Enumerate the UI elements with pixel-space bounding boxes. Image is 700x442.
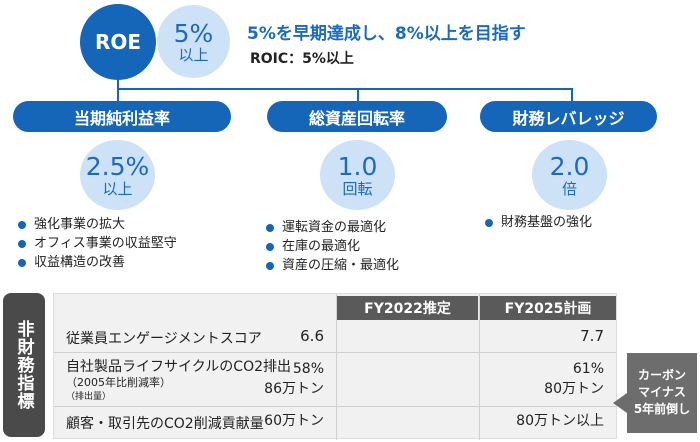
divider bbox=[336, 294, 337, 440]
pillar-net-margin: 当期純利益率 bbox=[13, 101, 231, 132]
header-fy2022: FY2022推定 bbox=[337, 296, 478, 320]
non-financial-label: 非財務指標 bbox=[3, 293, 45, 437]
row-value: 80万トン以上 bbox=[516, 413, 604, 429]
roe-target-suffix: 以上 bbox=[178, 46, 209, 64]
row-value: 80万トン bbox=[544, 381, 604, 397]
row-label: 顧客・取引先のCO2削減貢献量 bbox=[66, 416, 264, 432]
header-fy2025: FY2025計画 bbox=[480, 296, 616, 320]
target-unit: 以上 bbox=[102, 179, 133, 198]
connector-line bbox=[117, 88, 573, 90]
row-label: 従業員エンゲージメントスコア bbox=[66, 331, 262, 347]
list-item: 在庫の最適化 bbox=[264, 237, 399, 256]
pillar-asset-turnover: 総資産回転率 bbox=[267, 101, 447, 132]
row-value: 60万トン bbox=[264, 413, 324, 429]
row-sublabel: （排出量） bbox=[66, 392, 112, 402]
callout-line: 5年前倒し bbox=[633, 402, 691, 416]
net-margin-target: 2.5% 以上 bbox=[80, 140, 155, 210]
roe-target-value: 5% bbox=[173, 18, 214, 48]
list-item: 強化事業の拡大 bbox=[16, 215, 177, 234]
target-value: 2.5% bbox=[85, 152, 150, 181]
divider bbox=[54, 406, 616, 407]
row-value: 6.6 bbox=[300, 327, 324, 345]
leverage-target: 2.0 倍 bbox=[532, 140, 607, 210]
connector-line bbox=[117, 78, 119, 102]
list-item: 運転資金の最適化 bbox=[264, 218, 399, 237]
roe-headline: 5%を早期達成し、8%以上を目指す bbox=[247, 24, 526, 44]
row-value: 7.7 bbox=[580, 327, 604, 345]
target-value: 2.0 bbox=[549, 152, 590, 181]
roe-target-circle: 5% 以上 bbox=[157, 5, 230, 78]
non-financial-table: FY2022推定 FY2025計画 従業員エンゲージメントスコア 6.6 7.7… bbox=[53, 293, 617, 440]
target-unit: 回転 bbox=[342, 179, 373, 198]
row-value: 61% bbox=[572, 361, 604, 377]
carbon-minus-callout: カーボン マイナス 5年前倒し bbox=[613, 353, 697, 433]
list-item: 資産の圧縮・最適化 bbox=[264, 256, 399, 275]
callout-line: カーボン bbox=[637, 368, 686, 382]
asset-turnover-bullets: 運転資金の最適化 在庫の最適化 資産の圧縮・最適化 bbox=[264, 218, 399, 275]
divider bbox=[479, 294, 480, 440]
roe-label: ROE bbox=[94, 30, 142, 54]
leverage-bullets: 財務基盤の強化 bbox=[483, 213, 592, 232]
row-sublabel: （2005年比削減率） bbox=[66, 376, 171, 389]
net-margin-bullets: 強化事業の拡大 オフィス事業の収益堅守 収益構造の改善 bbox=[16, 215, 177, 272]
asset-turnover-target: 1.0 回転 bbox=[320, 140, 395, 210]
connector-line bbox=[357, 88, 359, 102]
divider bbox=[54, 352, 616, 353]
roe-circle: ROE bbox=[80, 4, 156, 80]
list-item: 収益構造の改善 bbox=[16, 253, 177, 272]
target-unit: 倍 bbox=[561, 179, 577, 198]
row-label: 自社製品ライフサイクルのCO2排出 bbox=[66, 359, 292, 375]
callout-line: マイナス bbox=[638, 385, 686, 399]
pillar-leverage: 財務レバレッジ bbox=[480, 101, 657, 132]
roic-target: ROIC：5%以上 bbox=[250, 51, 354, 67]
connector-line bbox=[571, 88, 573, 102]
row-value: 58% bbox=[292, 361, 324, 377]
list-item: 財務基盤の強化 bbox=[483, 213, 592, 232]
list-item: オフィス事業の収益堅守 bbox=[16, 234, 177, 253]
row-value: 86万トン bbox=[264, 381, 324, 397]
target-value: 1.0 bbox=[337, 152, 378, 181]
